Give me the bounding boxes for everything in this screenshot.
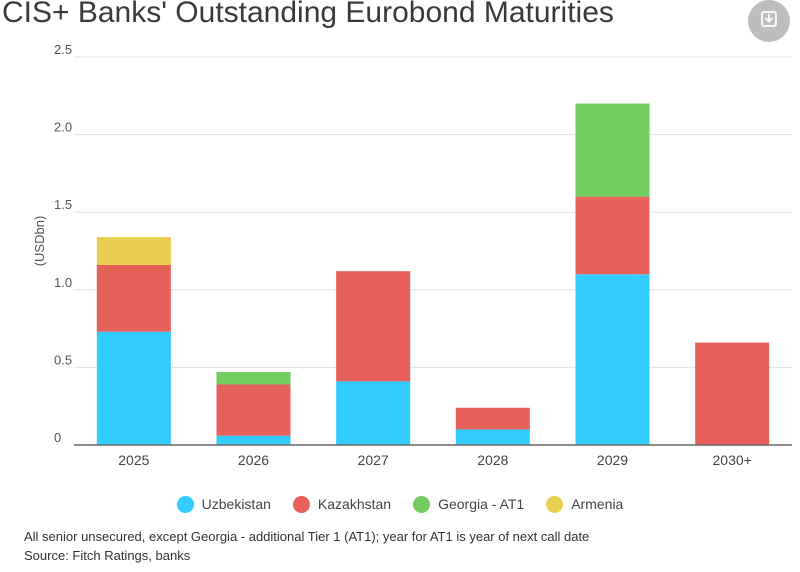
legend-label: Georgia - AT1	[438, 496, 525, 512]
bar-uzbekistan-2025	[96, 331, 171, 445]
legend: Uzbekistan Kazakhstan Georgia - AT1 Armenia	[0, 492, 800, 516]
y-axis-label: (USDbn)	[32, 216, 47, 267]
stacked-bar-chart: 0 0.5 1.0 1.5 2.0 2.5 (USDbn) 2025 2026 2027 2028 2…	[32, 42, 792, 468]
bar-uzbekistan-2029	[575, 274, 650, 445]
axes: 0 0.5 1.0 1.5 2.0 2.5 (USDbn) 2025 2026 2027 2028 2…	[32, 42, 792, 468]
x-tick-label: 2028	[477, 452, 508, 468]
bar-uzbekistan-2027	[336, 381, 411, 445]
legend-item-kazakhstan[interactable]: Kazakhstan	[292, 495, 392, 513]
y-tick-label: 1.0	[54, 275, 72, 290]
download-button[interactable]	[748, 0, 790, 42]
y-tick-label: 2.0	[54, 120, 72, 135]
grid-lines	[74, 56, 792, 368]
download-icon	[759, 9, 779, 34]
x-tick-label: 2029	[597, 452, 628, 468]
bar-kazakhstan-2030	[695, 342, 770, 445]
footnote: All senior unsecured, except Georgia - a…	[24, 529, 590, 544]
y-tick-label: 2.5	[54, 42, 72, 57]
legend-swatch	[546, 495, 564, 513]
bar-kazakhstan-2028	[455, 407, 530, 430]
bar-kazakhstan-2026	[216, 384, 291, 436]
legend-label: Kazakhstan	[317, 496, 392, 512]
legend-item-georgia-at1[interactable]: Georgia - AT1	[413, 495, 525, 513]
y-tick-label: 1.5	[54, 197, 72, 212]
x-tick-label: 2026	[238, 452, 269, 468]
legend-item-armenia[interactable]: Armenia	[546, 495, 624, 513]
legend-swatch	[176, 495, 194, 513]
x-tick-label: 2030+	[713, 452, 752, 468]
bar-uzbekistan-2026	[216, 435, 291, 445]
bar-armenia-2025	[96, 237, 171, 265]
bar-uzbekistan-2028	[455, 429, 530, 445]
x-tick-label: 2027	[358, 452, 389, 468]
y-tick-label: 0.5	[54, 352, 72, 367]
bar-kazakhstan-2027	[336, 271, 411, 382]
y-tick-label: 0	[54, 430, 61, 445]
x-tick-label: 2025	[118, 452, 149, 468]
bar-kazakhstan-2029	[575, 196, 650, 275]
chart-title: CIS+ Banks' Outstanding Eurobond Maturit…	[2, 0, 614, 29]
bar-kazakhstan-2025	[96, 264, 171, 332]
legend-label: Uzbekistan	[201, 496, 271, 512]
source-note: Source: Fitch Ratings, banks	[24, 548, 191, 563]
legend-swatch	[413, 495, 431, 513]
bars	[96, 103, 770, 445]
legend-swatch	[292, 495, 310, 513]
bar-georgia-at1-2026	[216, 372, 291, 385]
legend-item-uzbekistan[interactable]: Uzbekistan	[176, 495, 271, 513]
legend-label: Armenia	[571, 496, 624, 512]
bar-georgia-at1-2029	[575, 103, 650, 197]
